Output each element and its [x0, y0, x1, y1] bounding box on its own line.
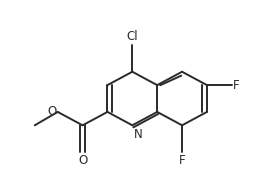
Text: O: O [47, 105, 56, 118]
Text: F: F [233, 79, 240, 92]
Text: F: F [179, 154, 185, 167]
Text: O: O [78, 154, 87, 167]
Text: Cl: Cl [126, 30, 138, 43]
Text: N: N [134, 128, 143, 141]
